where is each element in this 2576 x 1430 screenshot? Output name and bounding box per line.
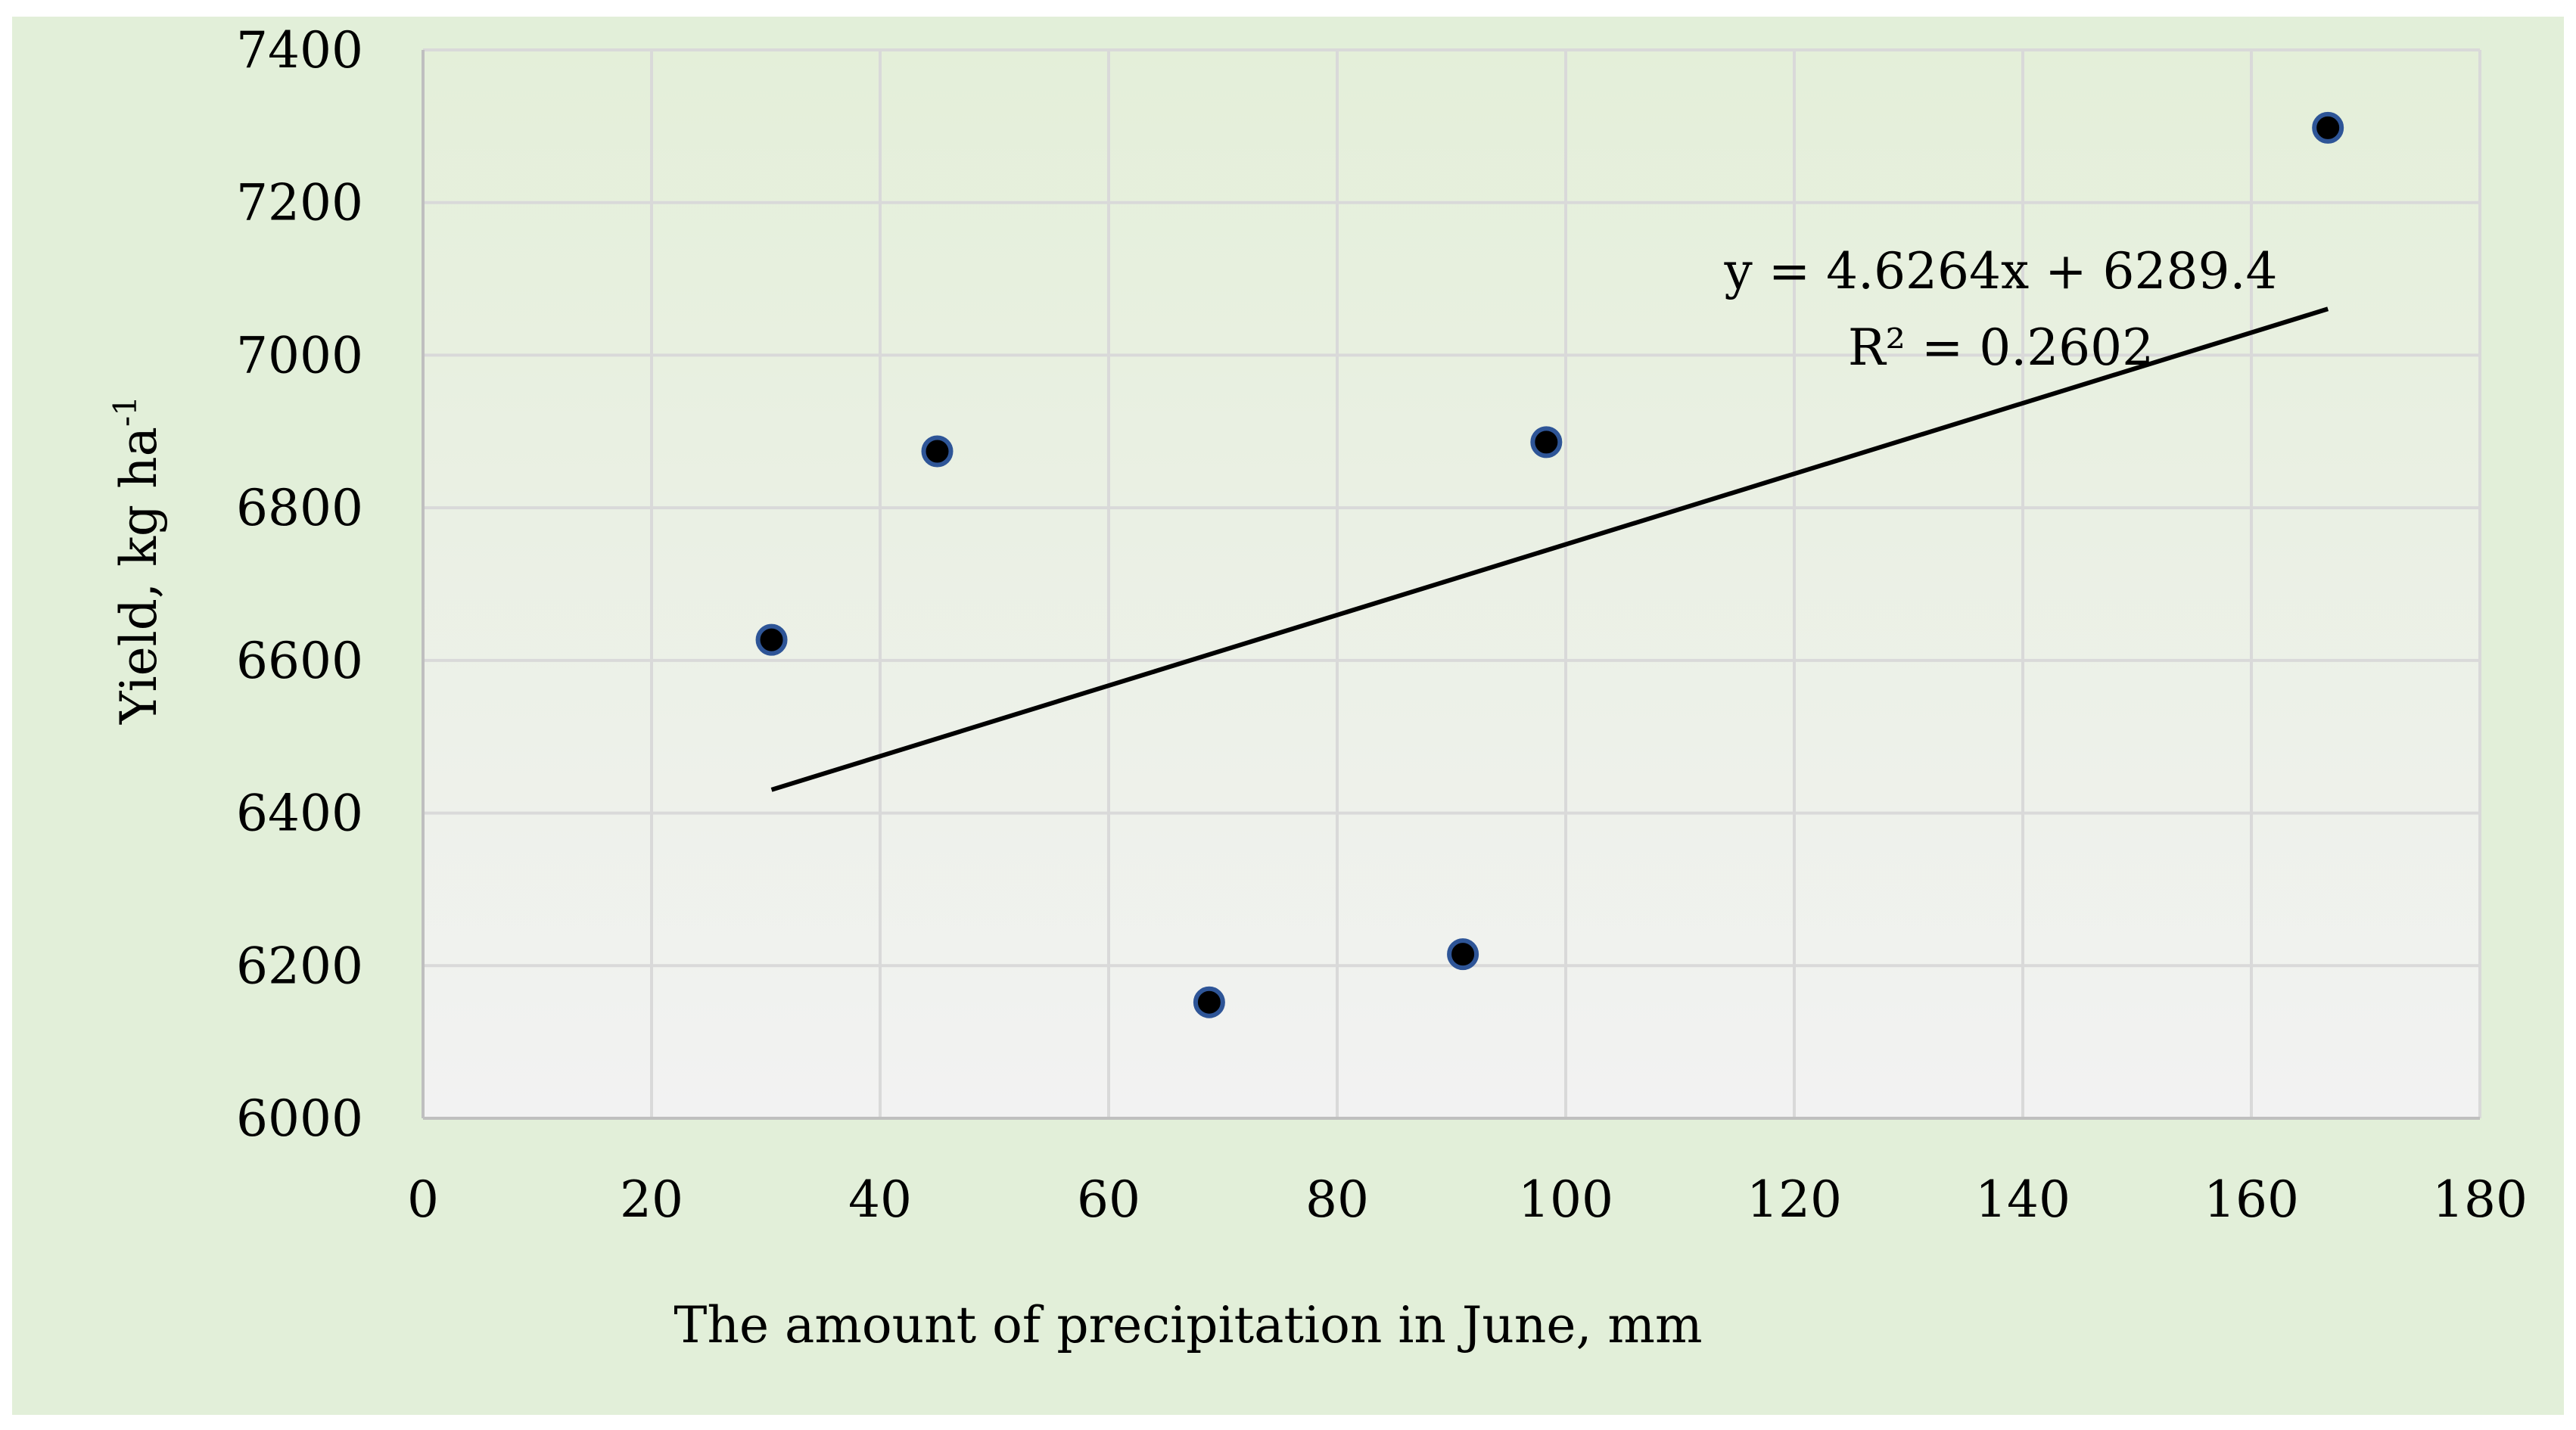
y-tick-label: 7400 xyxy=(236,21,363,79)
trendline-equation: y = 4.6264x + 6289.4 xyxy=(1724,242,2278,300)
trendline xyxy=(770,306,2329,792)
data-point xyxy=(1447,938,1479,971)
trendline-group xyxy=(770,306,2329,792)
y-tick-label: 6800 xyxy=(236,479,363,537)
y-axis-title-superscript: -1 xyxy=(107,396,144,427)
data-point xyxy=(1193,986,1225,1018)
x-tick-label: 180 xyxy=(2432,1170,2528,1229)
x-tick-label: 120 xyxy=(1747,1170,1842,1229)
x-tick-label: 40 xyxy=(848,1170,912,1229)
y-tick-label: 7200 xyxy=(236,174,363,232)
x-axis-title: The amount of precipitation in June, mm xyxy=(674,1296,1702,1354)
tick-labels: 0 20 40 60 80 100 120 140 160 180 6000 6200 6400 6600… xyxy=(236,21,2528,1229)
y-axis-title-text: Yield, kg ha xyxy=(110,427,168,725)
x-tick-label: 100 xyxy=(1518,1170,1613,1229)
y-tick-label: 7000 xyxy=(236,326,363,384)
y-tick-label: 6200 xyxy=(236,937,363,995)
x-tick-label: 140 xyxy=(1975,1170,2070,1229)
y-axis-title: Yield, kg ha-1 xyxy=(107,396,168,725)
x-tick-label: 80 xyxy=(1305,1170,1369,1229)
y-tick-label: 6600 xyxy=(236,632,363,690)
x-tick-label: 160 xyxy=(2204,1170,2299,1229)
data-point xyxy=(1530,426,1563,459)
axes xyxy=(422,50,2480,1120)
trendline-r-squared: R² = 0.2602 xyxy=(1848,319,2154,377)
y-tick-label: 6400 xyxy=(236,785,363,843)
data-points xyxy=(755,111,2344,1018)
x-tick-label: 20 xyxy=(620,1170,683,1229)
data-point xyxy=(755,623,788,656)
x-tick-label: 0 xyxy=(407,1170,439,1229)
gridlines xyxy=(423,48,2481,1118)
svg-text:Yield, kg ha-1: Yield, kg ha-1 xyxy=(107,396,168,725)
x-tick-label: 60 xyxy=(1077,1170,1140,1229)
plot-area xyxy=(423,50,2480,1118)
y-tick-label: 6000 xyxy=(236,1090,363,1148)
data-point xyxy=(921,435,954,468)
data-point xyxy=(2312,111,2344,144)
